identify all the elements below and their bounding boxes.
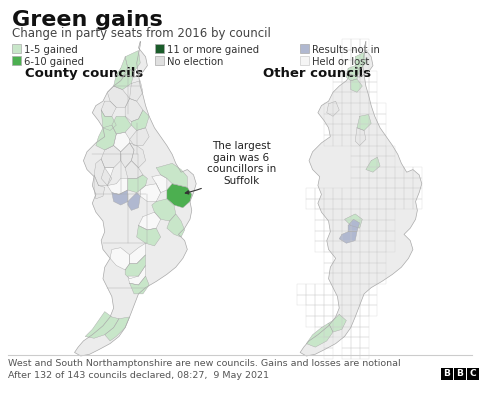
Polygon shape xyxy=(355,128,366,145)
Polygon shape xyxy=(306,323,333,347)
Text: 6-10 gained: 6-10 gained xyxy=(24,57,84,67)
Polygon shape xyxy=(152,199,176,221)
Polygon shape xyxy=(345,214,362,228)
Text: C: C xyxy=(470,369,476,379)
Polygon shape xyxy=(128,193,140,210)
Polygon shape xyxy=(140,184,161,202)
Polygon shape xyxy=(366,157,380,172)
Polygon shape xyxy=(114,68,134,90)
Polygon shape xyxy=(101,145,121,168)
Polygon shape xyxy=(130,81,143,101)
Bar xyxy=(441,368,453,380)
Bar xyxy=(155,56,164,65)
Bar xyxy=(454,368,466,380)
Polygon shape xyxy=(85,311,119,338)
Polygon shape xyxy=(130,143,145,168)
Polygon shape xyxy=(327,101,339,116)
Text: B: B xyxy=(444,369,450,379)
Polygon shape xyxy=(125,255,145,279)
Text: 1-5 gained: 1-5 gained xyxy=(24,45,78,55)
Polygon shape xyxy=(94,175,105,199)
Polygon shape xyxy=(105,317,130,341)
Polygon shape xyxy=(351,79,362,92)
Polygon shape xyxy=(328,314,347,332)
Polygon shape xyxy=(101,168,128,194)
Text: 11 or more gained: 11 or more gained xyxy=(167,45,259,55)
Polygon shape xyxy=(116,57,128,77)
Text: Results not in: Results not in xyxy=(312,45,380,55)
Polygon shape xyxy=(128,175,147,193)
Polygon shape xyxy=(112,116,132,134)
Bar xyxy=(467,368,479,380)
Bar xyxy=(12,56,21,65)
Polygon shape xyxy=(74,42,196,356)
Polygon shape xyxy=(114,132,130,152)
Text: The largest
gain was 6
councillors in
Suffolk: The largest gain was 6 councillors in Su… xyxy=(185,141,276,194)
Polygon shape xyxy=(125,51,140,72)
Text: West and South Northamptonshire are new councils. Gains and losses are notional: West and South Northamptonshire are new … xyxy=(8,359,401,368)
Polygon shape xyxy=(167,214,185,237)
Text: Change in party seats from 2016 by council: Change in party seats from 2016 by counc… xyxy=(12,27,271,40)
Polygon shape xyxy=(101,101,116,116)
Polygon shape xyxy=(125,98,143,121)
Polygon shape xyxy=(357,115,371,130)
Polygon shape xyxy=(156,163,187,187)
Bar xyxy=(155,44,164,53)
Bar xyxy=(300,44,309,53)
Text: After 132 of 143 councils declared, 08:27,  9 May 2021: After 132 of 143 councils declared, 08:2… xyxy=(8,371,269,380)
Polygon shape xyxy=(125,161,143,179)
Polygon shape xyxy=(300,42,422,356)
Polygon shape xyxy=(101,110,116,130)
Polygon shape xyxy=(139,212,161,230)
Polygon shape xyxy=(339,232,357,243)
Text: B: B xyxy=(456,369,463,379)
Polygon shape xyxy=(130,276,149,294)
Text: Green gains: Green gains xyxy=(12,10,163,30)
Polygon shape xyxy=(121,143,134,168)
Polygon shape xyxy=(128,265,145,285)
Bar xyxy=(12,44,21,53)
Polygon shape xyxy=(355,52,366,70)
Polygon shape xyxy=(110,248,130,270)
Polygon shape xyxy=(94,159,112,185)
Text: Held or lost: Held or lost xyxy=(312,57,369,67)
Polygon shape xyxy=(130,128,149,145)
Text: Other councils: Other councils xyxy=(263,67,371,80)
Polygon shape xyxy=(130,243,145,264)
Polygon shape xyxy=(348,219,360,232)
Polygon shape xyxy=(96,125,116,150)
Polygon shape xyxy=(152,175,167,193)
Polygon shape xyxy=(112,190,128,205)
Polygon shape xyxy=(137,226,161,246)
Polygon shape xyxy=(167,184,192,208)
Polygon shape xyxy=(132,110,149,130)
Text: No election: No election xyxy=(167,57,223,67)
Polygon shape xyxy=(347,66,360,81)
Text: County councils: County councils xyxy=(25,67,143,80)
Polygon shape xyxy=(108,86,130,107)
Bar xyxy=(300,56,309,65)
